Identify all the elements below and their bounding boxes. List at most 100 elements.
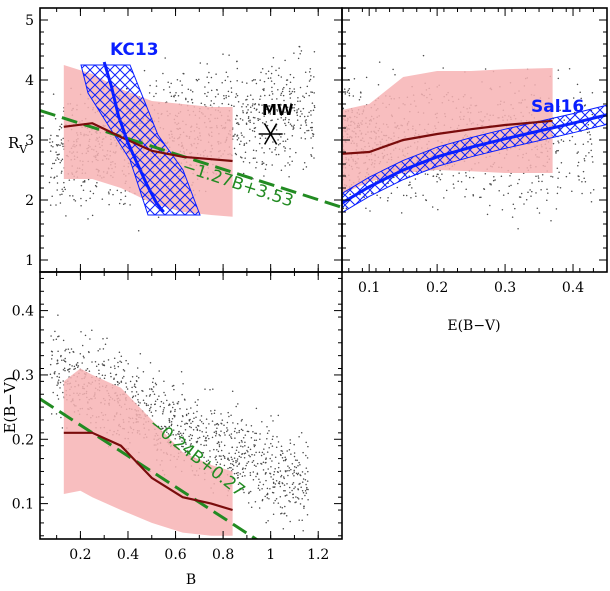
scatter-point <box>305 492 308 494</box>
scatter-point <box>313 76 315 78</box>
scatter-point <box>51 376 53 379</box>
scatter-point <box>309 67 312 70</box>
scatter-point <box>525 199 528 201</box>
scatter-point <box>166 431 168 433</box>
scatter-point <box>209 450 211 452</box>
scatter-point <box>435 175 438 178</box>
scatter-point <box>302 492 305 494</box>
scatter-point <box>294 486 296 488</box>
scatter-point <box>377 83 380 86</box>
scatter-point <box>162 411 164 413</box>
scatter-point <box>147 404 149 407</box>
scatter-point <box>161 413 164 415</box>
scatter-point <box>405 194 408 197</box>
scatter-point <box>85 199 87 202</box>
scatter-point <box>181 420 183 423</box>
scatter-point <box>299 86 302 89</box>
scatter-point <box>61 170 63 172</box>
scatter-point <box>243 143 246 145</box>
scatter-point <box>244 474 246 477</box>
scatter-point <box>74 367 76 370</box>
scatter-point <box>253 444 255 446</box>
scatter-point <box>163 407 165 409</box>
scatter-point <box>285 83 288 86</box>
scatter-point <box>249 471 252 474</box>
scatter-point <box>245 99 247 101</box>
scatter-point <box>303 505 305 508</box>
scatter-point <box>270 442 272 445</box>
scatter-point <box>387 196 389 199</box>
scatter-point <box>137 230 140 232</box>
scatter-point <box>60 160 63 162</box>
scatter-point <box>258 507 261 509</box>
scatter-point <box>188 435 190 438</box>
scatter-point <box>243 491 245 494</box>
scatter-point <box>295 496 297 498</box>
scatter-point <box>239 117 242 120</box>
scatter-point <box>223 455 226 458</box>
scatter-point <box>56 182 59 184</box>
x-tick-label: 1.2 <box>307 547 329 563</box>
scatter-point <box>120 198 122 201</box>
scatter-point <box>263 453 265 455</box>
scatter-point <box>153 95 155 98</box>
scatter-point <box>311 129 313 132</box>
scatter-point <box>484 173 487 175</box>
scatter-point <box>344 93 347 95</box>
x-tick-label: 0.6 <box>164 547 186 563</box>
scatter-point <box>278 482 281 485</box>
scatter-point <box>303 96 306 99</box>
scatter-point <box>259 79 261 81</box>
scatter-point <box>145 395 148 397</box>
scatter-point <box>249 94 252 96</box>
scatter-point <box>472 195 475 197</box>
scatter-point <box>258 451 261 454</box>
scatter-point <box>247 430 250 433</box>
scatter-point <box>365 207 367 210</box>
scatter-point <box>123 370 126 372</box>
scatter-point <box>279 470 282 472</box>
scatter-point <box>233 472 236 475</box>
scatter-point <box>247 103 249 106</box>
scatter-point <box>422 194 424 197</box>
scatter-point <box>218 445 221 448</box>
scatter-point <box>244 151 247 153</box>
scatter-point <box>223 431 226 434</box>
scatter-point <box>258 489 261 491</box>
panel-rv-vs-ebv: Sal16 0.1 0.2 0.3 0.4 E(B−V) <box>341 7 608 334</box>
scatter-point <box>143 402 146 404</box>
scatter-point <box>253 445 256 448</box>
scatter-point <box>292 493 294 496</box>
scatter-point <box>248 140 251 142</box>
scatter-point <box>283 146 285 148</box>
scatter-point <box>73 368 75 370</box>
scatter-point <box>263 151 265 154</box>
scatter-point <box>109 189 111 191</box>
scatter-point <box>588 131 591 133</box>
scatter-point <box>280 169 283 172</box>
scatter-point <box>211 436 214 439</box>
scatter-point <box>252 103 254 105</box>
scatter-point <box>281 507 284 509</box>
scatter-point <box>279 142 281 145</box>
scatter-point <box>261 421 263 423</box>
scatter-point <box>289 87 291 90</box>
scatter-point <box>54 117 57 120</box>
scatter-point <box>226 421 229 424</box>
scatter-point <box>261 68 264 70</box>
scatter-point <box>272 478 274 480</box>
scatter-point <box>277 139 279 141</box>
scatter-point <box>179 80 182 82</box>
scatter-point <box>58 128 61 131</box>
scatter-point <box>227 90 230 93</box>
scatter-point <box>297 472 300 475</box>
scatter-point <box>536 207 539 209</box>
scatter-point <box>235 118 237 120</box>
scatter-point <box>208 437 210 440</box>
scatter-point <box>238 463 240 466</box>
scatter-point <box>59 161 61 164</box>
scatter-point <box>280 92 283 95</box>
scatter-point <box>57 379 60 381</box>
scatter-point <box>176 79 179 81</box>
scatter-point <box>173 414 175 417</box>
